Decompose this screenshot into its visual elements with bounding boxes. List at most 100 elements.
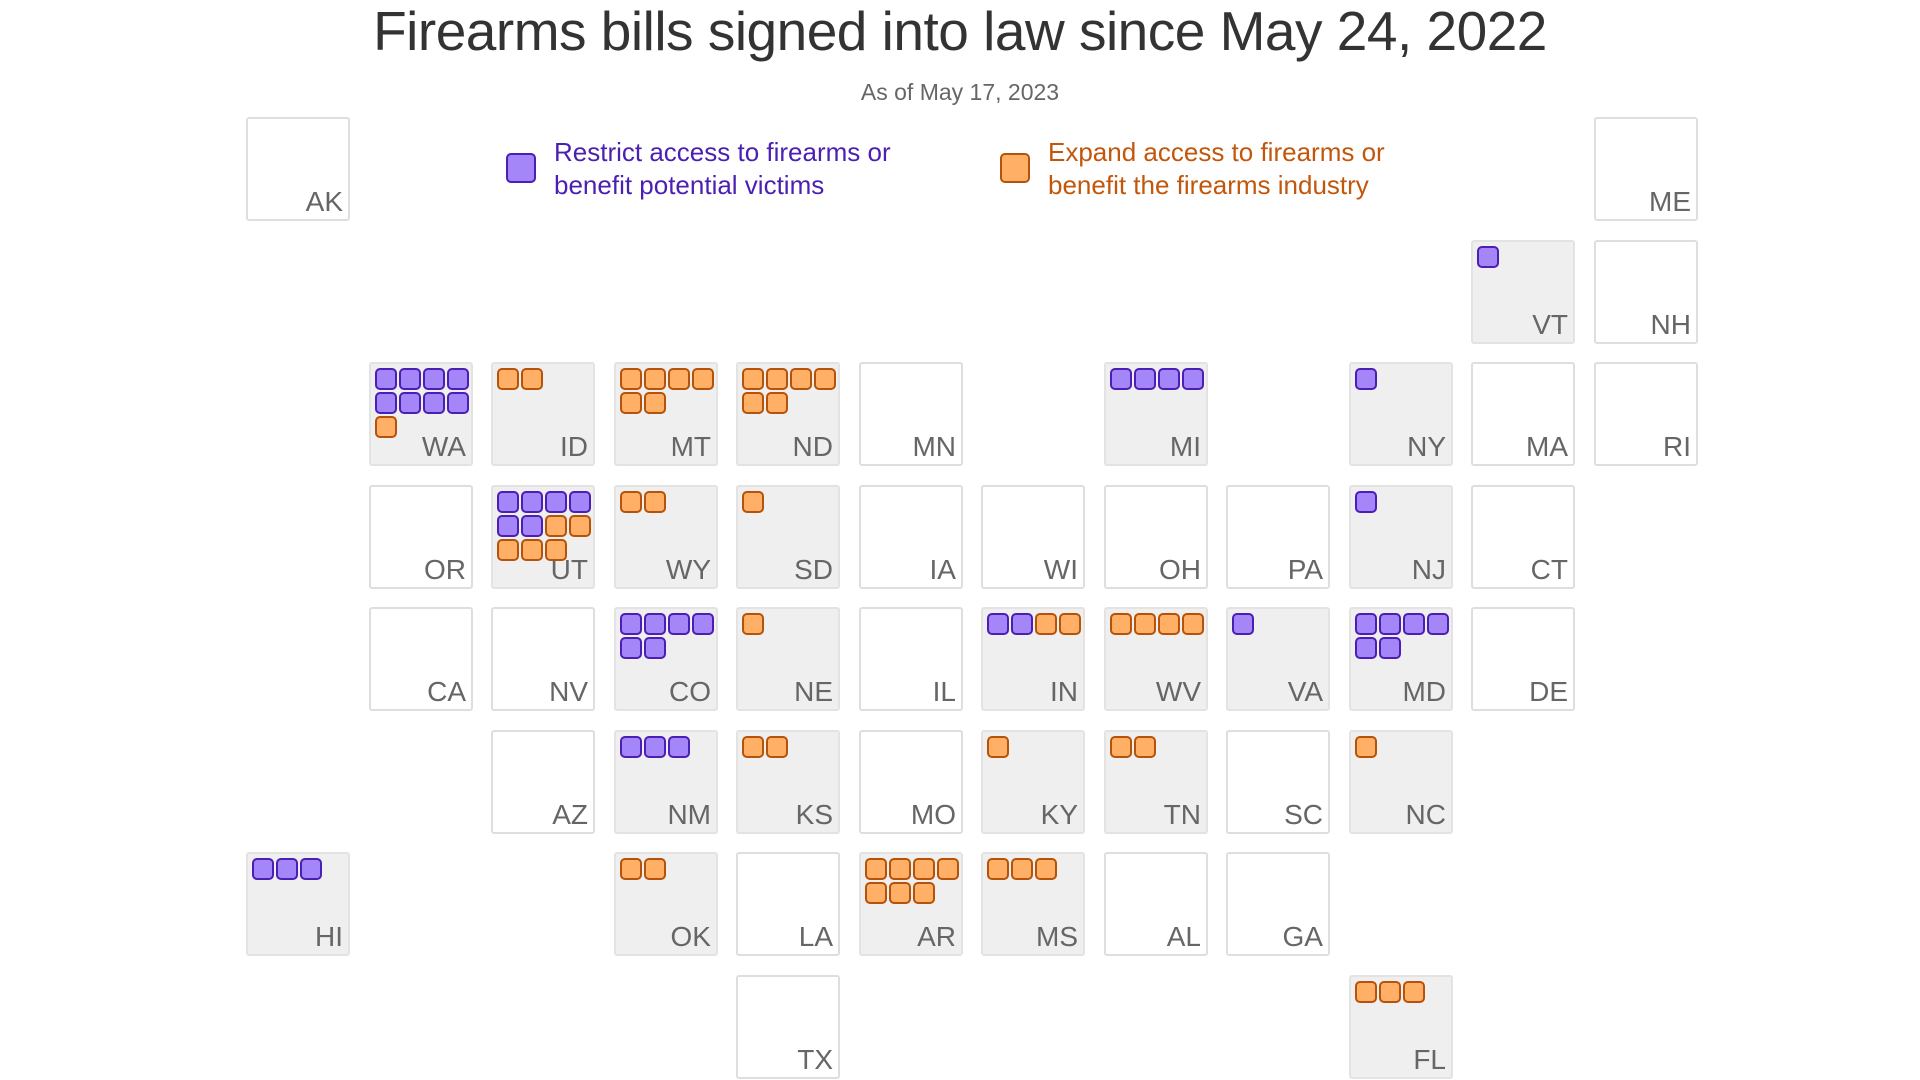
state-tile-tx: TX [736, 975, 840, 1079]
bill-square-restrict [1011, 613, 1033, 635]
state-tile-pa: PA [1226, 485, 1330, 589]
bill-square-restrict [447, 368, 469, 390]
bill-square-expand [620, 392, 642, 414]
bill-square-restrict [644, 736, 666, 758]
bill-square-expand [1379, 981, 1401, 1003]
bill-square-restrict [423, 368, 445, 390]
state-label: RI [1663, 431, 1691, 462]
state-label: WA [421, 431, 466, 462]
state-label: ID [560, 431, 588, 462]
bill-square-restrict [423, 392, 445, 414]
legend-label-restrict-line-1: Restrict access to firearms or [554, 137, 891, 167]
legend-label-expand-line-2: benefit the firearms industry [1048, 170, 1369, 200]
bill-square-restrict [1182, 368, 1204, 390]
bill-square-expand [620, 491, 642, 513]
state-label: IA [929, 554, 956, 585]
legend-item-restrict: Restrict access to firearms or benefit p… [506, 136, 891, 202]
bill-square-restrict [375, 392, 397, 414]
state-tile-wv: WV [1104, 607, 1208, 711]
state-label: IL [932, 676, 956, 707]
state-label: UT [550, 554, 588, 585]
bill-square-expand [766, 736, 788, 758]
bill-square-restrict [1355, 368, 1377, 390]
state-label: MN [912, 431, 956, 462]
state-tile-mo: MO [859, 730, 963, 834]
bill-square-expand [668, 368, 690, 390]
bill-square-restrict [1355, 613, 1377, 635]
state-tile-ut: UT [491, 485, 595, 589]
bill-square-expand [1011, 858, 1033, 880]
bill-square-expand [375, 416, 397, 438]
state-tile-nc: NC [1349, 730, 1453, 834]
state-label: MT [670, 431, 711, 462]
state-tile-ca: CA [369, 607, 473, 711]
bill-square-expand [497, 539, 519, 561]
bill-square-expand [644, 392, 666, 414]
legend-label-expand-line-1: Expand access to firearms or [1048, 137, 1385, 167]
state-tile-ia: IA [859, 485, 963, 589]
state-tile-ma: MA [1471, 362, 1575, 466]
state-label: LA [798, 921, 833, 952]
bill-square-expand [1035, 858, 1057, 880]
state-tile-nj: NJ [1349, 485, 1453, 589]
state-label: AZ [552, 799, 588, 830]
bill-square-restrict [1355, 491, 1377, 513]
bill-square-expand [889, 882, 911, 904]
state-tile-hi: HI [246, 852, 350, 956]
state-tile-ak: AK [246, 117, 350, 221]
legend-label-expand: Expand access to firearms or benefit the… [1048, 136, 1385, 202]
bill-square-restrict [1379, 613, 1401, 635]
bill-square-expand [545, 539, 567, 561]
bill-square-expand [1035, 613, 1057, 635]
bill-square-restrict [1477, 246, 1499, 268]
bill-square-expand [1059, 613, 1081, 635]
state-tile-id: ID [491, 362, 595, 466]
bill-square-expand [1134, 736, 1156, 758]
bill-square-expand [766, 392, 788, 414]
state-tile-tn: TN [1104, 730, 1208, 834]
bill-square-restrict [375, 368, 397, 390]
bill-square-restrict [399, 392, 421, 414]
state-label: NY [1407, 431, 1446, 462]
state-tile-in: IN [981, 607, 1085, 711]
state-label: WI [1043, 554, 1078, 585]
state-label: MD [1402, 676, 1446, 707]
state-label: AR [917, 921, 956, 952]
legend-label-restrict-line-2: benefit potential victims [554, 170, 825, 200]
state-label: SD [794, 554, 833, 585]
state-tile-ne: NE [736, 607, 840, 711]
state-tile-co: CO [614, 607, 718, 711]
bill-square-restrict [300, 858, 322, 880]
chart-title: Firearms bills signed into law since May… [373, 0, 1547, 62]
bill-square-restrict [1110, 368, 1132, 390]
bill-square-restrict [620, 736, 642, 758]
bill-square-restrict [668, 613, 690, 635]
state-tile-ga: GA [1226, 852, 1330, 956]
bill-square-expand [692, 368, 714, 390]
state-label: KY [1040, 799, 1078, 830]
bill-square-expand [913, 858, 935, 880]
bill-square-expand [521, 368, 543, 390]
state-tile-nv: NV [491, 607, 595, 711]
state-label: VA [1287, 676, 1323, 707]
bill-square-expand [497, 368, 519, 390]
state-tile-ky: KY [981, 730, 1085, 834]
bill-square-restrict [252, 858, 274, 880]
state-tile-sd: SD [736, 485, 840, 589]
bill-square-restrict [1158, 368, 1180, 390]
bill-square-expand [1355, 736, 1377, 758]
bill-square-expand [1110, 736, 1132, 758]
legend-label-restrict: Restrict access to firearms or benefit p… [554, 136, 891, 202]
bill-square-restrict [644, 613, 666, 635]
state-label: AK [305, 186, 343, 217]
bill-square-restrict [276, 858, 298, 880]
state-label: PA [1287, 554, 1323, 585]
bill-square-expand [814, 368, 836, 390]
state-label: KS [795, 799, 833, 830]
bill-square-expand [644, 368, 666, 390]
state-tile-nd: ND [736, 362, 840, 466]
state-label: HI [315, 921, 343, 952]
bill-square-restrict [1379, 637, 1401, 659]
bill-square-expand [1355, 981, 1377, 1003]
